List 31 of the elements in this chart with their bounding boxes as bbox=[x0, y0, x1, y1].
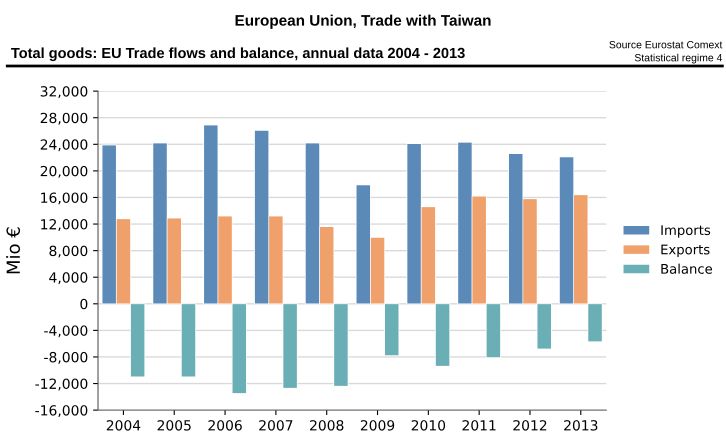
y-axis-title: Mio € bbox=[6, 227, 20, 274]
y-tick-label: -8,000 bbox=[44, 352, 88, 364]
x-tick-label: 2005 bbox=[158, 420, 191, 431]
y-tick-label: 24,000 bbox=[40, 139, 88, 152]
y-tick-label: 4,000 bbox=[49, 272, 88, 284]
y-tick-label: 32,000 bbox=[40, 86, 88, 98]
legend-label: Exports bbox=[661, 244, 710, 258]
x-tick-label: 2012 bbox=[513, 420, 546, 431]
y-tick-label: 16,000 bbox=[41, 192, 88, 204]
text: Statistical regime 4 bbox=[634, 54, 722, 64]
chart-title: European Union, Trade with Taiwan bbox=[236, 14, 491, 29]
y-tick-label: 20,000 bbox=[40, 166, 88, 178]
y-tick-label: 28,000 bbox=[40, 112, 88, 125]
x-tick-label: 2009 bbox=[360, 420, 394, 431]
y-tick-label: -4,000 bbox=[44, 325, 88, 338]
y-tick-label: -12,000 bbox=[35, 378, 88, 390]
x-tick-label: 2008 bbox=[310, 420, 344, 431]
y-tick-label: -16,000 bbox=[35, 405, 88, 418]
x-tick-label: 2006 bbox=[208, 420, 242, 431]
source-note: Source Eurostat Comext bbox=[609, 40, 722, 48]
x-tick-label: 2010 bbox=[412, 420, 446, 431]
legend-label: Balance bbox=[661, 264, 712, 274]
chart-subtitle: Total goods: EU Trade flows and balance, annual data 2004 - 2013 bbox=[11, 47, 465, 62]
x-tick-label: 2011 bbox=[462, 420, 496, 431]
legend-label: Imports bbox=[661, 225, 710, 238]
y-tick-label: 0 bbox=[80, 298, 88, 310]
x-tick-label: 2007 bbox=[259, 420, 292, 431]
x-tick-label: 2004 bbox=[106, 420, 140, 431]
x-tick-label: 2013 bbox=[564, 420, 598, 431]
y-tick-label: 12,000 bbox=[41, 219, 88, 231]
y-tick-label: 8,000 bbox=[49, 246, 88, 258]
